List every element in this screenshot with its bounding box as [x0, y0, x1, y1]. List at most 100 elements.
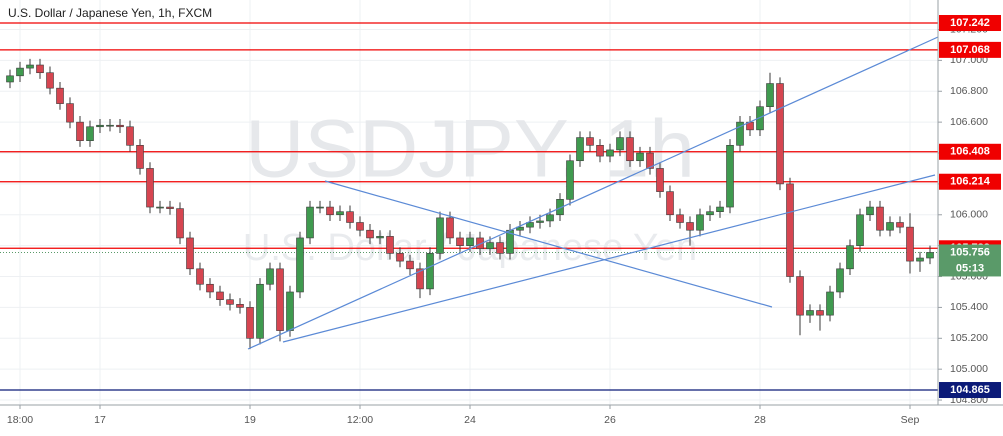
candle-body: [606, 149, 614, 157]
countdown: 05:13: [956, 262, 984, 274]
candle-body: [536, 220, 544, 223]
candle-body: [806, 310, 814, 316]
candle-body: [706, 211, 714, 216]
candle-body: [176, 208, 184, 239]
level-label: 104.865: [950, 384, 990, 396]
x-tick-label: 17: [94, 414, 106, 426]
candle-body: [636, 152, 644, 162]
chart-title: U.S. Dollar / Japanese Yen, 1h, FXCM: [8, 6, 212, 20]
x-tick-label: 19: [244, 414, 256, 426]
candle-body: [156, 206, 164, 209]
candle-body: [226, 299, 234, 305]
trend-line: [247, 36, 939, 350]
x-tick-label: 26: [604, 414, 616, 426]
candle-body: [286, 291, 294, 331]
candle-body: [406, 260, 414, 270]
candle-body: [816, 310, 824, 316]
candle-body: [856, 214, 864, 246]
candle-body: [566, 160, 574, 200]
candle-body: [556, 199, 564, 216]
candle-body: [726, 144, 734, 208]
candle-body: [896, 222, 904, 228]
candle-body: [616, 137, 624, 151]
candle-body: [586, 137, 594, 146]
candle-body: [266, 268, 274, 285]
candle-body: [646, 152, 654, 169]
y-tick-label: 106.600: [950, 116, 988, 128]
candle-body: [196, 268, 204, 285]
candle-body: [626, 137, 634, 162]
candle-body: [296, 237, 304, 293]
candle-body: [386, 236, 394, 254]
x-tick-label: 18:00: [7, 414, 33, 426]
candle-body: [116, 124, 124, 128]
candle-body: [396, 253, 404, 262]
time-axis-bg: [0, 405, 1003, 436]
candle-body: [476, 237, 484, 250]
y-tick-label: 106.000: [950, 209, 988, 221]
x-tick-label: Sep: [901, 414, 920, 426]
candle-body: [786, 183, 794, 277]
candle-body: [756, 106, 764, 131]
candle-body: [36, 64, 44, 74]
y-tick-label: 106.800: [950, 85, 988, 97]
candle-body: [766, 83, 774, 107]
level-label-box: [939, 173, 1001, 190]
candle-body: [926, 252, 934, 259]
candle-body: [136, 144, 144, 169]
candle-body: [546, 214, 554, 222]
x-tick-label: 28: [754, 414, 766, 426]
candle-body: [516, 226, 524, 231]
candle-body: [366, 229, 374, 239]
candle-body: [186, 237, 194, 270]
candle-body: [426, 253, 434, 290]
level-label: 106.408: [950, 146, 990, 158]
candle-body: [326, 206, 334, 216]
candle-body: [776, 83, 784, 185]
candle-body: [46, 72, 54, 89]
candle-body: [66, 103, 74, 123]
candle-body: [416, 268, 424, 290]
y-tick-label: 105.400: [950, 301, 988, 313]
candle-body: [316, 206, 324, 209]
candle-body: [106, 124, 114, 127]
candle-body: [306, 206, 314, 239]
candle-body: [876, 206, 884, 231]
level-label-box: [939, 15, 1001, 32]
candle-body: [836, 268, 844, 293]
candle-body: [216, 291, 224, 300]
candle-body: [466, 237, 474, 246]
y-tick-label: 105.200: [950, 332, 988, 344]
candle-body: [736, 121, 744, 146]
candle-body: [446, 217, 454, 239]
x-tick-label: 24: [464, 414, 476, 426]
candle-body: [6, 75, 14, 83]
candle-body: [686, 222, 694, 231]
candle-body: [486, 242, 494, 250]
candle-body: [496, 242, 504, 254]
trend-line: [282, 174, 936, 343]
levels: [0, 22, 938, 391]
candle-body: [376, 236, 384, 239]
candle-body: [576, 137, 584, 162]
candle-body: [526, 222, 534, 228]
candle-body: [126, 126, 134, 146]
candle-body: [166, 206, 174, 209]
candle-body: [276, 268, 284, 331]
level-label: 106.214: [950, 176, 991, 188]
y-tick-label: 105.000: [950, 363, 988, 375]
candle-body: [846, 245, 854, 270]
candle-body: [246, 307, 254, 339]
candle-body: [436, 217, 444, 254]
x-tick-label: 12:00: [347, 414, 373, 426]
level-label-box: [939, 41, 1001, 58]
candle-body: [826, 291, 834, 316]
candle-body: [86, 126, 94, 141]
candle-body: [666, 191, 674, 216]
level-label-box: [939, 382, 1001, 399]
candle-body: [676, 214, 684, 223]
trend-line: [324, 180, 773, 308]
candle-body: [146, 168, 154, 208]
